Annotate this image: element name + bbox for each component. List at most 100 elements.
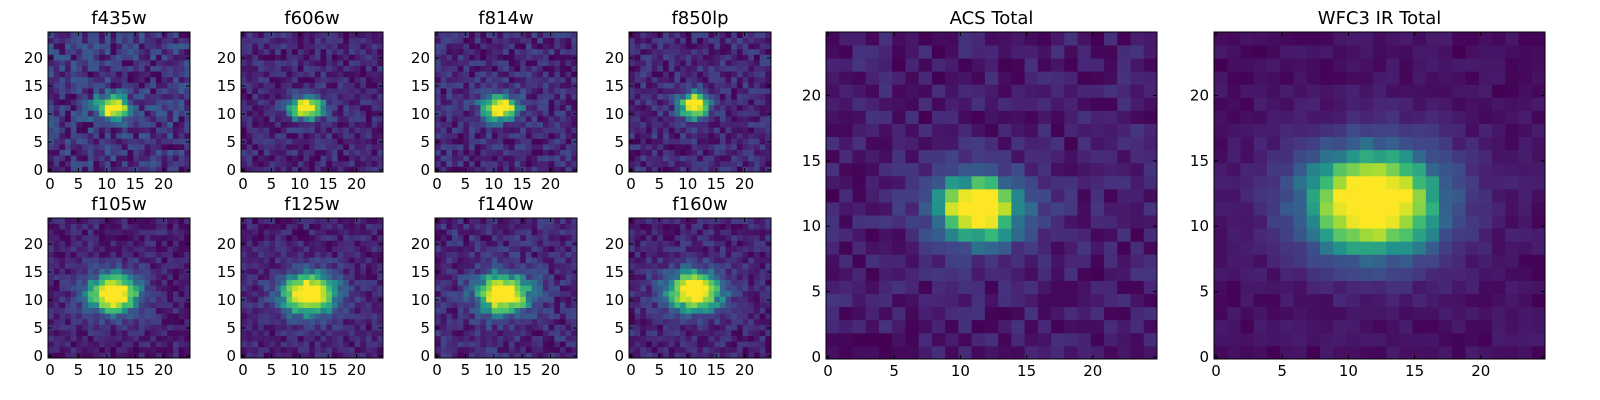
heatmap-cell [663,335,670,342]
heatmap-cell [184,279,191,286]
heatmap-cell [241,93,248,100]
heatmap-cell [685,307,692,314]
heatmap-cell [280,290,287,297]
heatmap-cell [365,352,373,359]
heatmap-cell [520,121,527,128]
heatmap-cell [297,346,304,353]
heatmap-cell [646,285,653,292]
heatmap-cell [542,285,549,292]
heatmap-cell [629,144,636,150]
heatmap-cell [748,93,755,100]
heatmap-cell [377,155,384,162]
heatmap-cell [70,240,77,247]
heatmap-cell [708,32,715,38]
heatmap-cell [725,335,732,342]
heatmap-cell [474,149,481,156]
heatmap-cell [138,37,145,44]
heatmap-cell [371,127,378,134]
heatmap-cell [559,32,567,38]
heatmap-cell [292,88,299,94]
heatmap-cell [167,335,174,342]
heatmap-cell [537,93,544,100]
heatmap-cell [48,218,55,224]
heatmap-cell [241,127,248,134]
heatmap-cell [303,341,310,348]
heatmap-cell [331,54,338,61]
heatmap-cell [269,335,276,342]
heatmap-cell [657,88,664,94]
heatmap-cell [629,268,636,275]
heatmap-cell [280,285,287,292]
heatmap-cell [657,352,664,359]
heatmap-cell [99,262,106,269]
heatmap-cell [93,257,100,264]
heatmap-cell [565,285,572,292]
heatmap-cell [765,60,772,66]
heatmap-cell [514,166,521,173]
heatmap-cell [348,65,355,72]
heatmap-cell [99,268,106,275]
heatmap-cell [133,251,140,258]
heatmap-cell [531,313,538,320]
heatmap-cell [87,296,94,303]
heatmap-cell [331,330,338,336]
heatmap-cell [161,223,168,230]
heatmap-cell [65,346,72,353]
heatmap-cell [99,274,106,280]
heatmap-cell [48,93,55,100]
heatmap-cell [178,144,185,150]
heatmap-cell [503,82,510,89]
heatmap-cell [87,60,94,66]
heatmap-cell [326,302,333,308]
heatmap-cell [463,296,470,303]
heatmap-cell [331,48,338,55]
heatmap-cell [691,82,698,89]
heatmap-cell [714,296,721,303]
heatmap-cell [446,76,453,83]
heatmap-cell [446,257,453,264]
heatmap-cell [446,302,453,308]
heatmap-cell [497,88,504,94]
heatmap-cell [497,246,504,252]
heatmap-cell [99,240,106,247]
heatmap-cell [663,296,670,303]
heatmap-cell [65,290,72,297]
heatmap-cell [736,37,743,44]
heatmap-cell [537,82,544,89]
heatmap-cell [559,138,567,145]
heatmap-cell [138,99,145,106]
heatmap-cell [258,251,265,258]
heatmap-cell [731,138,738,145]
heatmap-cell [503,346,510,353]
heatmap-cell [548,37,555,44]
heatmap-cell [634,76,641,83]
heatmap-cell [474,160,481,167]
heatmap-cell [292,257,299,264]
heatmap-cell [161,166,168,173]
heatmap-cell [554,307,561,314]
heatmap-cell [280,110,287,117]
heatmap-cell [537,229,544,236]
heatmap-cell [491,335,498,342]
heatmap-cell [354,166,361,173]
heatmap-cell [161,138,168,145]
heatmap-cell [178,160,185,167]
heatmap-cell [275,218,282,224]
heatmap-cell [292,346,299,353]
heatmap-cell [663,307,670,314]
heatmap-cell [691,307,698,314]
heatmap-cell [110,48,117,55]
heatmap-cell [537,234,544,241]
heatmap-cell [161,268,168,275]
heatmap-cell [440,82,447,89]
heatmap-cell [241,262,248,269]
heatmap-cell [559,144,567,150]
heatmap-cell [520,149,527,156]
heatmap-cell [48,279,55,286]
heatmap-cell [525,307,532,314]
heatmap-cell [663,71,670,78]
heatmap-cell [548,352,555,359]
heatmap-cell [565,82,572,89]
heatmap-cell [365,37,373,44]
heatmap-cell [320,88,327,94]
